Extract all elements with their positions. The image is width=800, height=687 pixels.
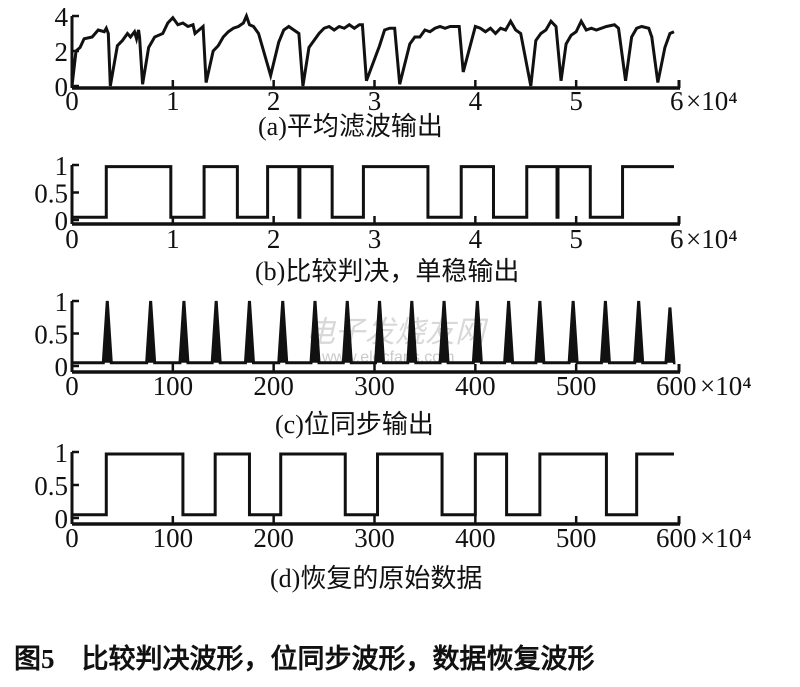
- x-tick-label: 4: [469, 224, 483, 254]
- panel-b: 00.510 1 2 3 4 5 6 ×10⁴(b)比较判决，单稳输出: [34, 151, 737, 286]
- x-multiplier: ×10⁴: [686, 224, 738, 254]
- x-multiplier: ×10⁴: [700, 523, 752, 553]
- x-tick-label: 3: [368, 224, 382, 254]
- x-tick-label: 0: [65, 224, 79, 254]
- y-tick-label: 0: [55, 504, 69, 534]
- figure-caption: 图5 比较判决波形，位同步波形，数据恢复波形: [14, 643, 595, 674]
- series-line: [72, 300, 676, 365]
- x-tick-label: 1: [166, 224, 180, 254]
- panel-caption: (a)平均滤波输出: [258, 112, 443, 141]
- panel-c: 00.510 100 200 300 400 500 600 ×10⁴(c)位同步输出: [34, 287, 751, 439]
- x-tick-label: 300: [354, 523, 395, 553]
- x-tick-label: 600: [656, 523, 697, 553]
- y-tick-label: 0.5: [34, 179, 68, 209]
- watermark: 电子发烧友网 www.elecfans.com: [305, 316, 489, 366]
- y-tick-label: 1: [55, 438, 69, 468]
- x-tick-label: 3: [368, 86, 382, 116]
- watermark-text: 电子发烧友网: [305, 316, 489, 349]
- x-tick-label: 500: [556, 523, 597, 553]
- x-tick-label: 0: [65, 523, 79, 553]
- x-tick-label: 0: [65, 371, 79, 401]
- x-tick-label: 4: [469, 86, 483, 116]
- series-line: [72, 165, 674, 219]
- y-tick-label: 0.5: [34, 320, 68, 350]
- y-tick-label: 0: [55, 72, 69, 102]
- y-tick-label: 4: [55, 2, 69, 32]
- x-tick-label: 6: [670, 224, 684, 254]
- y-tick-label: 2: [55, 37, 69, 67]
- x-tick-label: 5: [569, 86, 583, 116]
- x-multiplier: ×10⁴: [686, 86, 738, 116]
- x-tick-label: 600: [656, 371, 697, 401]
- panel-caption: (b)比较判决，单稳输出: [255, 257, 519, 286]
- y-tick-label: 0: [55, 352, 69, 382]
- x-tick-label: 100: [153, 523, 194, 553]
- series-line: [72, 452, 674, 517]
- x-multiplier: ×10⁴: [700, 371, 752, 401]
- series-line: [70, 11, 675, 87]
- y-tick-label: 1: [55, 151, 69, 181]
- x-tick-label: 6: [670, 86, 684, 116]
- x-tick-label: 300: [354, 371, 395, 401]
- x-tick-label: 100: [153, 371, 194, 401]
- x-tick-label: 5: [569, 224, 583, 254]
- panel-caption: (c)位同步输出: [275, 410, 434, 439]
- x-tick-label: 0: [65, 86, 79, 116]
- y-tick-label: 0: [55, 206, 69, 236]
- x-tick-label: 2: [267, 86, 281, 116]
- panel-d: 00.510 100 200 300 400 500 600 ×10⁴(d)恢复的原始数据: [34, 438, 751, 593]
- x-tick-label: 400: [455, 523, 496, 553]
- panel-a: 0 2 4 0 1 2 3 4 5 6 ×10⁴ (a)平均滤波输出: [55, 2, 738, 141]
- x-tick-label: 400: [455, 371, 496, 401]
- panel-caption: (d)恢复的原始数据: [270, 564, 482, 593]
- y-tick-label: 1: [55, 287, 69, 317]
- x-tick-label: 1: [166, 86, 180, 116]
- x-tick-label: 200: [253, 523, 294, 553]
- x-tick-label: 200: [253, 371, 294, 401]
- x-tick-label: 500: [556, 371, 597, 401]
- y-tick-label: 0.5: [34, 471, 68, 501]
- x-tick-label: 2: [267, 224, 281, 254]
